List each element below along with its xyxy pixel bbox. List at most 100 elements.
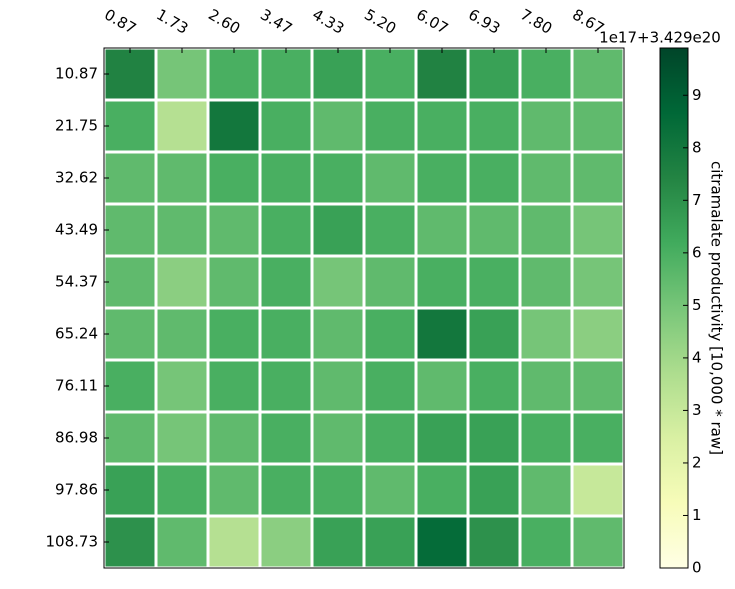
heat-cell [469, 205, 519, 255]
y-tick-label: 32.62 [55, 169, 98, 187]
heat-cell [417, 517, 467, 567]
heat-cell [521, 49, 571, 99]
heat-cell [469, 465, 519, 515]
heat-cell [313, 413, 363, 463]
colorbar-tick-label: 9 [692, 86, 702, 104]
heat-cell [365, 153, 415, 203]
heat-cell [365, 361, 415, 411]
heat-cell [521, 101, 571, 151]
y-tick-label: 76.11 [55, 377, 98, 395]
heat-cell [313, 465, 363, 515]
heat-cell [521, 517, 571, 567]
heat-cell [573, 49, 623, 99]
heat-cell [261, 153, 311, 203]
heat-cell [209, 153, 259, 203]
x-tick-label: 7.80 [517, 5, 555, 37]
heat-cell [261, 49, 311, 99]
heat-cell [573, 465, 623, 515]
y-tick-label: 54.37 [55, 273, 98, 291]
heat-cell [209, 309, 259, 359]
heat-cell [157, 361, 207, 411]
x-tick-label: 0.87 [101, 5, 139, 37]
heat-cell [573, 205, 623, 255]
heat-cell [469, 361, 519, 411]
heat-cell [261, 517, 311, 567]
heat-cell [209, 205, 259, 255]
heat-cell [157, 153, 207, 203]
heat-cell [573, 257, 623, 307]
y-tick-label: 10.87 [55, 65, 98, 83]
heat-cell [157, 309, 207, 359]
heat-cell [261, 101, 311, 151]
colorbar-tick-label: 0 [692, 559, 702, 577]
heat-cell [157, 101, 207, 151]
heat-cell [573, 101, 623, 151]
heat-cell [261, 257, 311, 307]
heat-cell [365, 465, 415, 515]
heat-cell [209, 101, 259, 151]
heat-cell [105, 517, 155, 567]
y-tick-label: 65.24 [55, 325, 98, 343]
heat-cell [417, 101, 467, 151]
heat-cell [521, 153, 571, 203]
heat-cell [105, 257, 155, 307]
x-tick-label: 4.33 [309, 5, 347, 37]
heat-cell [209, 413, 259, 463]
y-tick-label: 108.73 [46, 533, 99, 551]
colorbar-tick-label: 5 [692, 296, 702, 314]
heat-cell [521, 413, 571, 463]
heat-cell [521, 257, 571, 307]
heat-cell [521, 465, 571, 515]
heat-cell [573, 517, 623, 567]
y-tick-label: 97.86 [55, 481, 98, 499]
heat-cell [313, 361, 363, 411]
colorbar-tick-label: 1 [692, 506, 702, 524]
heat-cell [417, 413, 467, 463]
x-tick-label: 3.47 [257, 5, 295, 37]
heat-cell [469, 309, 519, 359]
heat-cell [469, 413, 519, 463]
colorbar-tick-label: 4 [692, 348, 702, 366]
heat-cell [417, 309, 467, 359]
heat-cell [209, 465, 259, 515]
heat-cell [261, 309, 311, 359]
heat-cell [469, 49, 519, 99]
x-tick-label: 1.73 [153, 5, 191, 37]
y-tick-label: 86.98 [55, 429, 98, 447]
colorbar-tick-label: 6 [692, 243, 702, 261]
colorbar [659, 47, 689, 569]
heat-cell [521, 205, 571, 255]
heat-cell [105, 101, 155, 151]
heat-cell [105, 465, 155, 515]
heat-cell [469, 101, 519, 151]
heat-cell [365, 49, 415, 99]
colorbar-tick-label: 8 [692, 138, 702, 156]
heat-cell [157, 517, 207, 567]
heat-cell [209, 517, 259, 567]
heat-cell [157, 413, 207, 463]
heat-cell [105, 413, 155, 463]
y-tick-label: 21.75 [55, 117, 98, 135]
heat-cell [157, 49, 207, 99]
heat-cell [365, 309, 415, 359]
colorbar-tick-label: 2 [692, 453, 702, 471]
heat-cell [313, 49, 363, 99]
heat-cell [105, 309, 155, 359]
colorbar-offset: 1e17+3.429e20 [599, 29, 721, 47]
heat-cell [521, 309, 571, 359]
heat-cell [209, 257, 259, 307]
heat-cell [313, 257, 363, 307]
heat-cell [209, 49, 259, 99]
heat-cell [365, 517, 415, 567]
heat-cell [261, 361, 311, 411]
heat-cell [417, 361, 467, 411]
plot-frame [103, 47, 625, 569]
heat-cell [105, 361, 155, 411]
heat-cell [469, 153, 519, 203]
heat-cell [417, 205, 467, 255]
heat-cell [261, 205, 311, 255]
colorbar-tick-label: 7 [692, 191, 702, 209]
x-tick-label: 2.60 [205, 5, 243, 37]
heat-cell [365, 101, 415, 151]
